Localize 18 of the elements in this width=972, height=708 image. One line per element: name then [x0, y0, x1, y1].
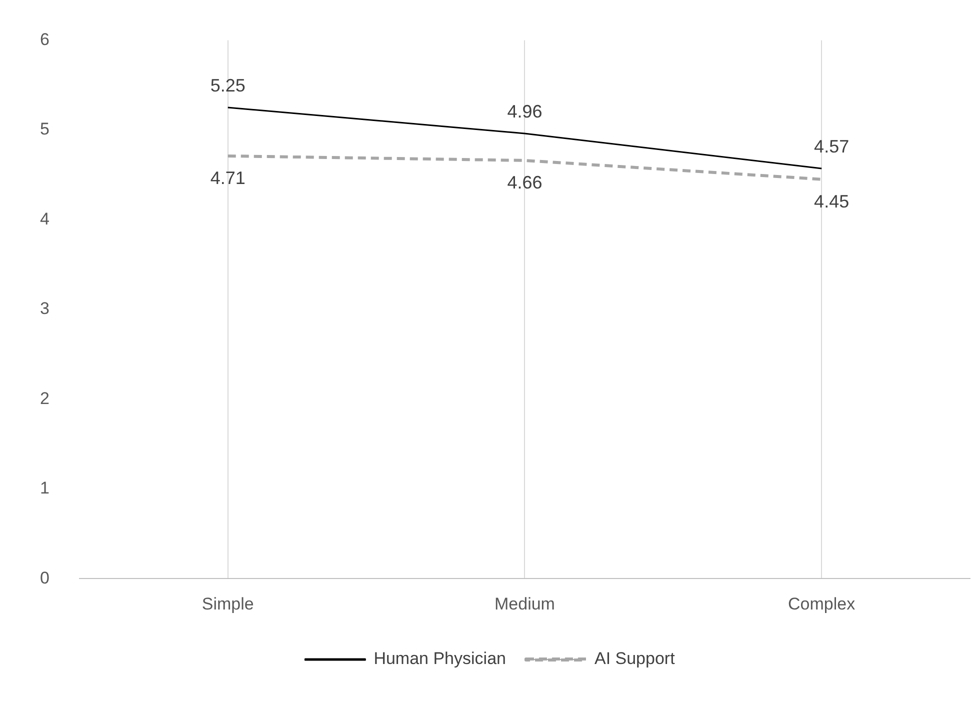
x-tick-label: Simple	[202, 594, 254, 614]
y-tick-label: 0	[40, 568, 50, 588]
data-label: 4.71	[210, 168, 246, 188]
data-label: 4.45	[814, 191, 850, 212]
y-tick-label: 1	[40, 478, 50, 498]
y-tick-label: 5	[40, 120, 50, 139]
x-tick-label: Complex	[788, 594, 856, 614]
data-label: 4.66	[507, 172, 542, 192]
legend-label: AI Support	[594, 649, 676, 668]
data-label: 4.57	[814, 136, 850, 156]
legend-label: Human Physician	[374, 649, 506, 668]
y-tick-label: 3	[40, 299, 50, 318]
x-tick-label: Medium	[494, 594, 555, 614]
data-label: 5.25	[210, 75, 246, 96]
y-tick-label: 6	[40, 30, 50, 49]
data-label: 4.96	[507, 101, 542, 122]
y-tick-label: 4	[40, 209, 50, 228]
y-tick-label: 2	[40, 388, 50, 408]
